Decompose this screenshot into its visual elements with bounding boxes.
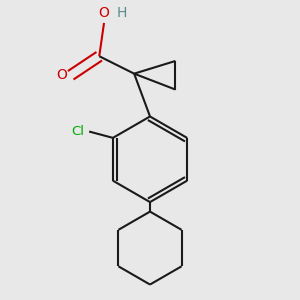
Text: O: O xyxy=(57,68,68,82)
Text: H: H xyxy=(116,6,127,20)
Text: Cl: Cl xyxy=(71,125,84,138)
Text: O: O xyxy=(99,6,110,20)
